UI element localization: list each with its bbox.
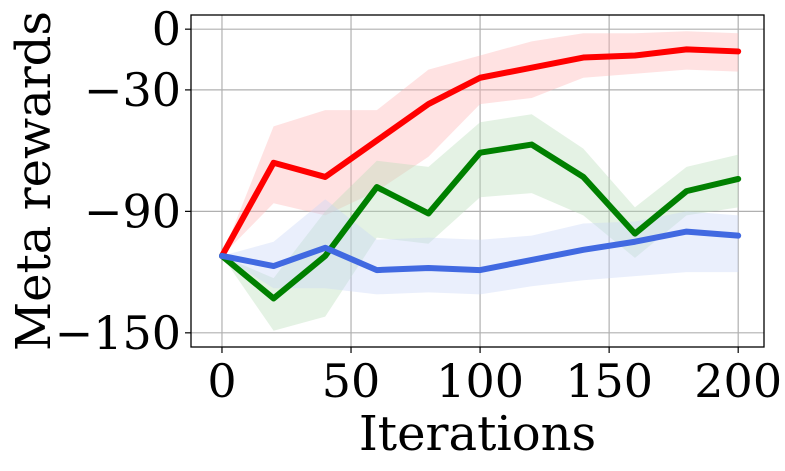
series-line [218,141,742,302]
tick-labels: 0 50 100 150 200 0 −30 −90 −150 [55,2,782,408]
x-tick-label: 200 [694,354,782,408]
y-tick-label: −90 [84,184,181,238]
series-line [218,228,742,274]
y-tick-label: −30 [84,63,181,117]
series-lines [218,46,742,302]
x-tick-label: 150 [565,354,653,408]
x-tick-label: 0 [207,354,236,408]
confidence-band [221,31,739,256]
plot-frame [190,14,765,348]
confidence-band [221,114,739,331]
y-tick-label: −150 [55,306,181,360]
x-axis-label: Iterations [359,406,596,462]
y-axis-label: Meta rewards [6,11,62,351]
series-line [218,46,742,259]
x-tick-label: 50 [322,354,381,408]
x-tick-label: 100 [436,354,524,408]
y-tick-label: 0 [152,2,181,56]
